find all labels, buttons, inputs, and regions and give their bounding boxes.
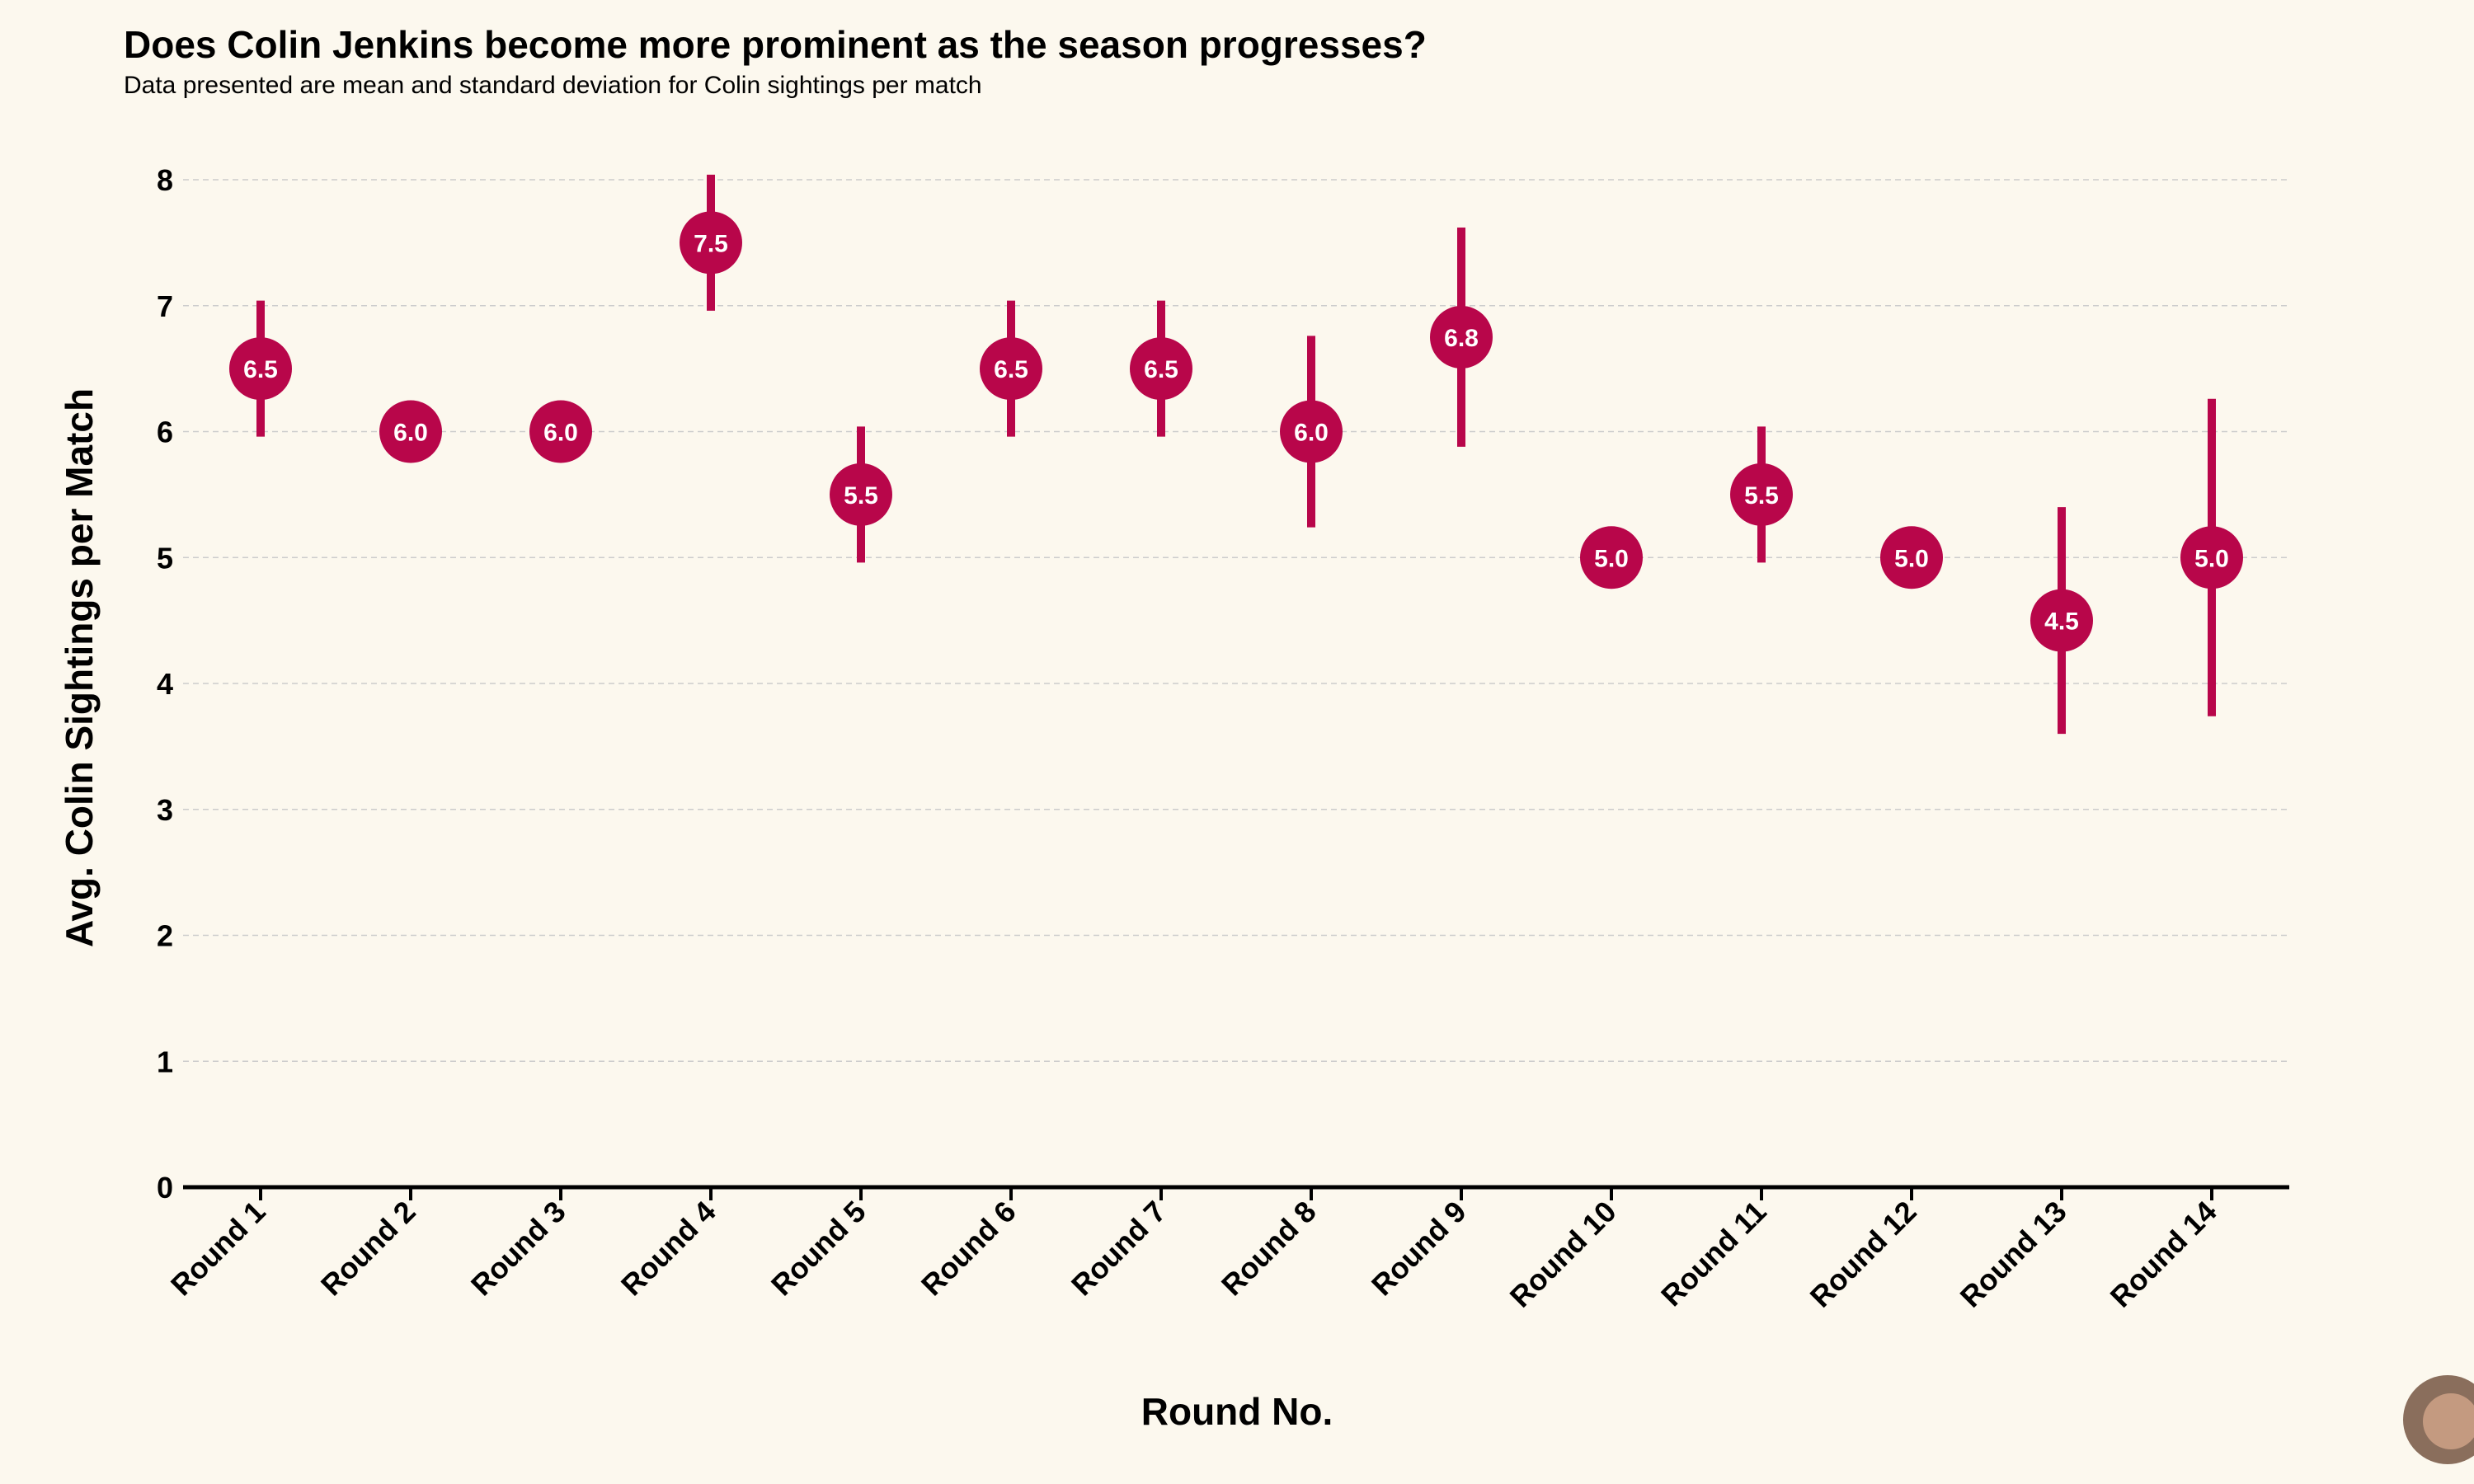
data-label: 5.5 <box>844 482 878 510</box>
x-tick-label: Round 13 <box>1954 1195 2073 1314</box>
x-tick-label: Round 4 <box>614 1195 722 1303</box>
x-tick-label: Round 2 <box>314 1195 422 1303</box>
data-point <box>1280 400 1343 463</box>
data-label: 4.5 <box>2044 608 2079 636</box>
data-label: 5.0 <box>2194 545 2229 572</box>
grid-layer <box>183 179 2289 1062</box>
x-axis-label: Round No. <box>1141 1390 1333 1433</box>
data-point <box>1430 305 1493 369</box>
x-tick-label: Round 7 <box>1065 1195 1173 1303</box>
x-tick-label: Round 9 <box>1365 1195 1473 1303</box>
x-tick-label: Round 8 <box>1215 1195 1323 1303</box>
chart-title: Does Colin Jenkins become more prominent… <box>124 23 1427 66</box>
data-layer: 6.5 6.0 6.0 7.5 5.5 6.5 6.5 6.0 6.8 5.0 5.5 5.0 4.5 5… <box>229 174 2243 735</box>
data-label: 6.8 <box>1444 325 1479 352</box>
chart-subtitle: Data presented are mean and standard dev… <box>124 72 982 99</box>
data-label: 5.0 <box>1894 545 1929 572</box>
data-point <box>229 337 292 401</box>
x-tick-label: Round 12 <box>1804 1195 1923 1314</box>
y-tick-label: 0 <box>157 1171 173 1205</box>
data-point <box>2180 526 2243 589</box>
data-point <box>1580 526 1643 589</box>
y-tick-label: 5 <box>157 541 173 575</box>
x-tick-label: Round 10 <box>1503 1195 1623 1314</box>
data-point <box>1130 337 1192 401</box>
y-tick-label: 3 <box>157 793 173 827</box>
y-tick-label: 1 <box>157 1045 173 1078</box>
data-point <box>1730 463 1793 526</box>
data-label: 6.0 <box>543 420 578 447</box>
y-tick-label: 6 <box>157 416 173 449</box>
x-tick-label: Round 1 <box>164 1195 272 1303</box>
data-label: 5.0 <box>1594 545 1629 572</box>
data-label: 6.5 <box>1144 356 1178 383</box>
data-point <box>379 400 442 463</box>
y-tick-label: 8 <box>157 163 173 197</box>
data-label: 5.5 <box>1744 482 1779 510</box>
data-label: 7.5 <box>694 230 728 257</box>
axis-layer: 0 1 2 3 4 5 6 7 8 Round 1 Round 2 Round 3 Round 4 Rou… <box>157 163 2289 1314</box>
data-label: 6.5 <box>994 356 1028 383</box>
avatar-face <box>2423 1393 2474 1449</box>
x-tick-label: Round 6 <box>915 1195 1023 1303</box>
data-point <box>529 400 592 463</box>
x-tick-label: Round 3 <box>464 1195 572 1303</box>
data-label: 6.0 <box>1294 420 1329 447</box>
data-point <box>1880 526 1943 589</box>
y-axis-label: Avg. Colin Sightings per Match <box>58 388 101 947</box>
y-tick-label: 2 <box>157 919 173 953</box>
data-point <box>680 211 742 275</box>
data-label: 6.5 <box>243 356 278 383</box>
data-label: 6.0 <box>393 420 428 447</box>
x-tick-label: Round 14 <box>2104 1195 2223 1314</box>
data-point <box>2030 589 2093 652</box>
y-tick-label: 4 <box>157 667 173 701</box>
data-point <box>830 463 892 526</box>
y-tick-label: 7 <box>157 289 173 323</box>
data-point <box>980 337 1042 401</box>
x-tick-label: Round 11 <box>1654 1195 1773 1313</box>
avatar <box>2403 1375 2474 1464</box>
x-tick-label: Round 5 <box>764 1195 872 1303</box>
